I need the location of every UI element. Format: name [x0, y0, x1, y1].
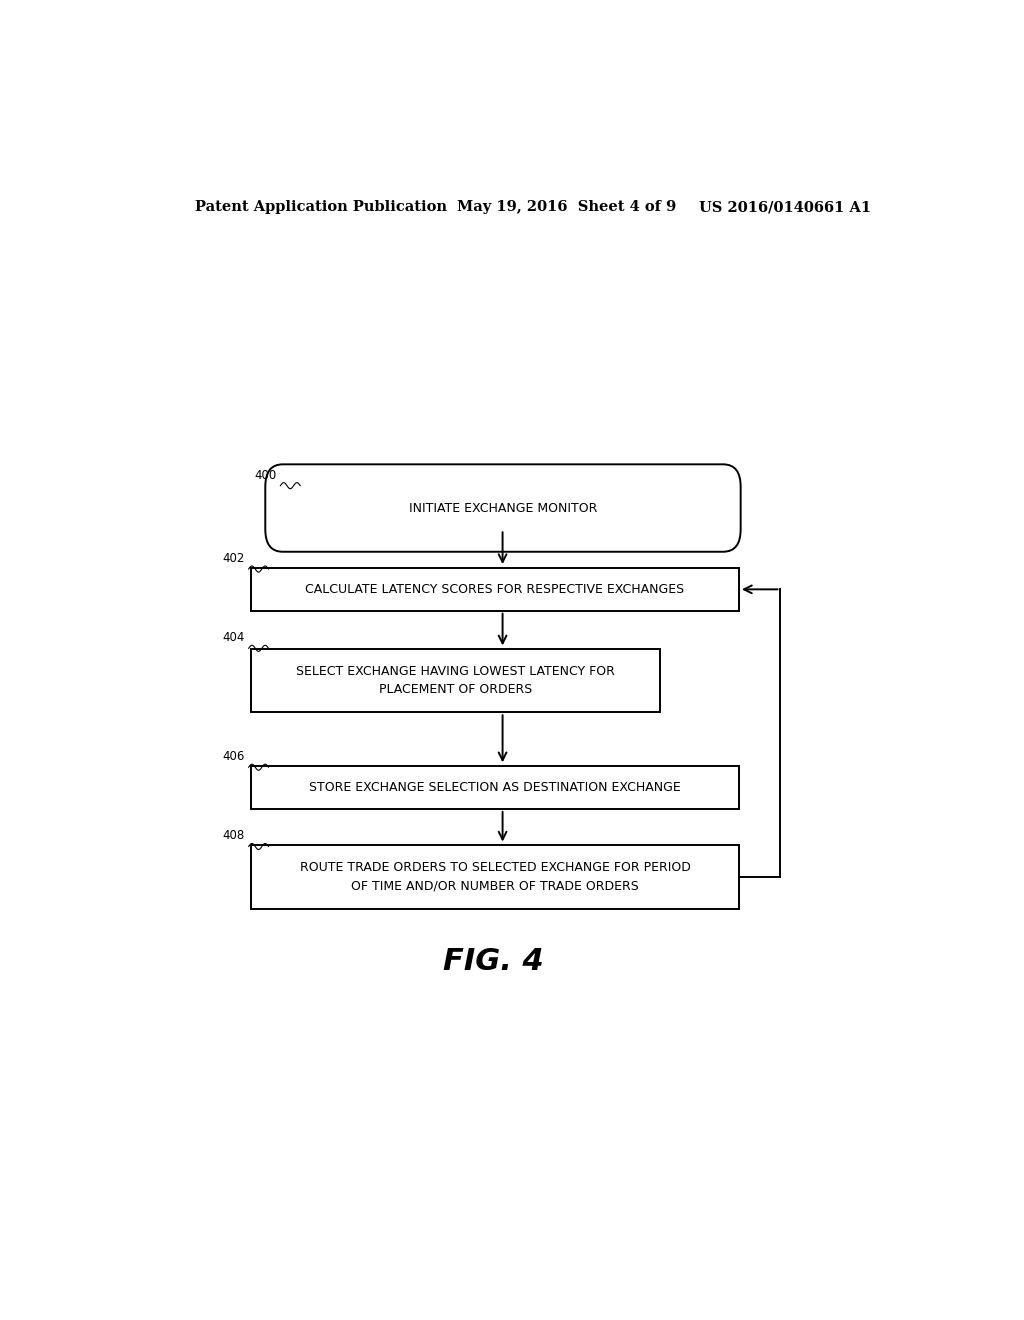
Text: 402: 402	[222, 552, 245, 565]
FancyBboxPatch shape	[251, 649, 659, 713]
Text: FIG. 4: FIG. 4	[442, 946, 544, 975]
Text: 404: 404	[222, 631, 245, 644]
Text: Patent Application Publication: Patent Application Publication	[196, 201, 447, 214]
Text: ROUTE TRADE ORDERS TO SELECTED EXCHANGE FOR PERIOD
OF TIME AND/OR NUMBER OF TRAD: ROUTE TRADE ORDERS TO SELECTED EXCHANGE …	[300, 862, 690, 892]
FancyBboxPatch shape	[251, 846, 739, 908]
Text: 400: 400	[254, 469, 276, 482]
FancyBboxPatch shape	[251, 766, 739, 809]
Text: 408: 408	[222, 829, 245, 842]
FancyBboxPatch shape	[251, 568, 739, 611]
Text: STORE EXCHANGE SELECTION AS DESTINATION EXCHANGE: STORE EXCHANGE SELECTION AS DESTINATION …	[309, 781, 681, 795]
Text: US 2016/0140661 A1: US 2016/0140661 A1	[699, 201, 871, 214]
Text: CALCULATE LATENCY SCORES FOR RESPECTIVE EXCHANGES: CALCULATE LATENCY SCORES FOR RESPECTIVE …	[305, 583, 685, 595]
Text: May 19, 2016  Sheet 4 of 9: May 19, 2016 Sheet 4 of 9	[458, 201, 677, 214]
Text: 406: 406	[222, 750, 245, 763]
FancyBboxPatch shape	[265, 465, 740, 552]
Text: INITIATE EXCHANGE MONITOR: INITIATE EXCHANGE MONITOR	[409, 502, 597, 515]
Text: SELECT EXCHANGE HAVING LOWEST LATENCY FOR
PLACEMENT OF ORDERS: SELECT EXCHANGE HAVING LOWEST LATENCY FO…	[296, 665, 614, 697]
